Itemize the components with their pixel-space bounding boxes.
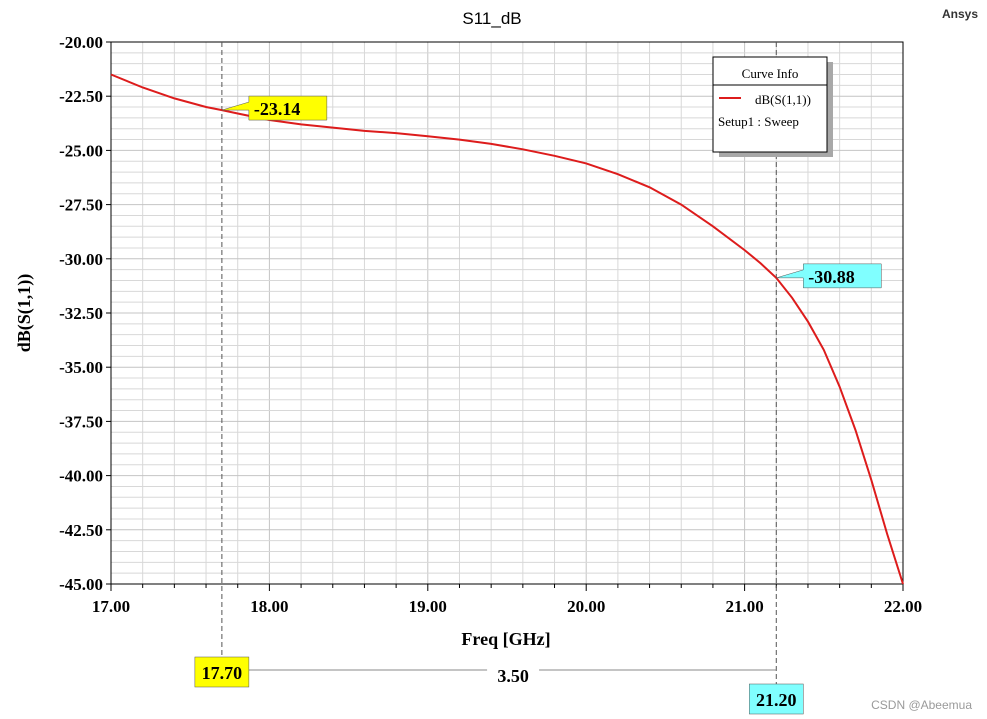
delta-label-bg xyxy=(487,662,540,680)
x-tick-label: 21.00 xyxy=(725,597,763,616)
x-tick-label: 20.00 xyxy=(567,597,605,616)
y-tick-label: -37.50 xyxy=(59,412,103,431)
marker-2-value: -30.88 xyxy=(808,267,855,287)
x-tick-label: 22.00 xyxy=(884,597,922,616)
legend-entry-label: dB(S(1,1)) xyxy=(755,92,811,107)
x-tick-label: 18.00 xyxy=(250,597,288,616)
marker-2-flag xyxy=(776,263,882,289)
y-tick-label: -27.50 xyxy=(59,196,103,215)
ansys-logo-text: Ansys xyxy=(942,7,978,21)
y-tick-label: -22.50 xyxy=(59,87,103,106)
marker-1[interactable]: -23.14 xyxy=(221,95,328,121)
y-tick-label: -25.00 xyxy=(59,141,103,160)
x-tick-label: 17.00 xyxy=(92,597,130,616)
y-axis-label: dB(S(1,1)) xyxy=(14,274,35,353)
marker-1-flag xyxy=(221,95,328,121)
y-tick-label: -20.00 xyxy=(59,33,103,52)
marker-1-freq: 17.70 xyxy=(202,663,243,683)
y-tick-label: -30.00 xyxy=(59,250,103,269)
legend-setup-label: Setup1 : Sweep xyxy=(718,114,799,129)
y-axis: -20.00 -22.50 -25.00 -27.50 -30.00 -32.50 -35.… xyxy=(59,33,111,594)
y-tick-label: -42.50 xyxy=(59,521,103,540)
y-tick-label: -40.00 xyxy=(59,467,103,486)
y-tick-label: -35.00 xyxy=(59,358,103,377)
series-line-s11[interactable] xyxy=(110,73,904,585)
legend[interactable]: Curve Info dB(S(1,1)) Setup1 : Sweep xyxy=(712,56,833,157)
chart-title: S11_dB xyxy=(462,9,521,28)
y-tick-label: -45.00 xyxy=(59,575,103,594)
marker-2-freq: 21.20 xyxy=(756,690,797,710)
watermark: CSDN @Abeemua xyxy=(871,698,972,712)
x-axis: 17.00 18.00 19.00 20.00 21.00 22.00 xyxy=(92,584,922,616)
marker-2[interactable]: -30.88 xyxy=(776,263,882,289)
marker-1-freq-box xyxy=(194,656,250,688)
grid xyxy=(110,41,904,585)
x-tick-label: 19.00 xyxy=(409,597,447,616)
marker-lines xyxy=(221,42,777,688)
legend-box xyxy=(712,56,828,153)
marker-1-value: -23.14 xyxy=(254,99,301,119)
delta-value: 3.50 xyxy=(497,666,529,686)
y-tick-label: -32.50 xyxy=(59,304,103,323)
marker-2-freq-box xyxy=(749,683,804,715)
x-axis-label: Freq [GHz] xyxy=(461,629,550,649)
legend-title: Curve Info xyxy=(742,66,799,81)
